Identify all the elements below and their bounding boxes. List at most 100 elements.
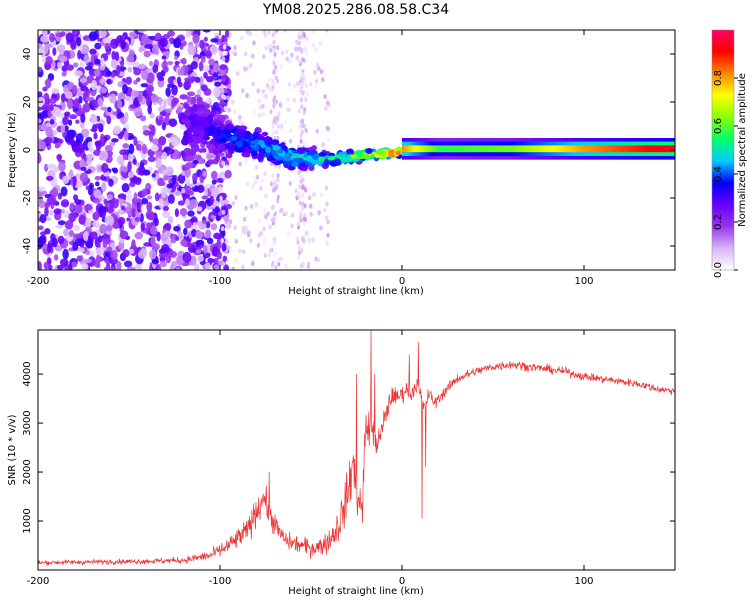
spectrogram-cell bbox=[49, 103, 54, 112]
spectrogram-cell bbox=[272, 97, 276, 103]
snr-y-label: SNR (10 * v/v) bbox=[7, 414, 18, 485]
spectrogram-cell bbox=[443, 145, 447, 153]
spectrogram-cell bbox=[128, 171, 135, 178]
spectrogram-cell bbox=[243, 130, 251, 136]
spectrogram-cell bbox=[72, 175, 77, 187]
spectrogram-cell bbox=[134, 177, 142, 186]
spectrogram-cell bbox=[611, 145, 614, 153]
spectrogram-cell bbox=[660, 145, 663, 153]
spectrogram-cell bbox=[442, 145, 445, 153]
spectrogram-cell bbox=[206, 143, 215, 150]
spectrogram-cell bbox=[290, 52, 294, 58]
spectrogram-cell bbox=[38, 225, 44, 231]
spectrogram-cell bbox=[264, 135, 271, 144]
spectrogram-cell bbox=[558, 145, 561, 153]
spectrogram-cell bbox=[625, 145, 629, 153]
spectrogram-cell bbox=[177, 231, 183, 240]
spectrogram-cell bbox=[187, 45, 197, 56]
spectrogram-cell bbox=[305, 36, 309, 42]
spectrogram-cell bbox=[128, 248, 135, 255]
spectrogram-cell bbox=[118, 71, 126, 77]
spectrogram-cell bbox=[182, 251, 192, 263]
spectrogram-cell bbox=[311, 237, 315, 243]
spectrogram-cell bbox=[256, 88, 260, 94]
spectrogram-cell bbox=[162, 205, 169, 212]
spectrogram-cell bbox=[95, 254, 101, 264]
spectrogram-cell bbox=[653, 145, 656, 153]
spectrogram-cell bbox=[132, 158, 137, 165]
spectrogram-cell bbox=[206, 237, 214, 245]
spectrogram-cell bbox=[189, 218, 197, 223]
spectrogram-cell bbox=[411, 145, 414, 153]
spectrogram-cell bbox=[159, 37, 168, 48]
spectrogram-cell bbox=[298, 250, 302, 256]
spectrogram-cell bbox=[186, 96, 193, 103]
spectrogram-cell bbox=[99, 223, 107, 235]
spectrogram-cell bbox=[260, 93, 265, 99]
spectrogram-cell bbox=[569, 145, 572, 153]
spectrogram-cell bbox=[39, 214, 47, 224]
spectrogram-cell bbox=[267, 30, 271, 36]
spectrogram-cell bbox=[90, 79, 98, 91]
spectrogram-cell bbox=[240, 125, 248, 131]
spectrogram-cell bbox=[83, 54, 90, 64]
spectrogram-cell bbox=[71, 84, 78, 95]
spectrogram-cell bbox=[192, 159, 199, 165]
colorbar-tick-label: 0.2 bbox=[713, 214, 724, 230]
spectrogram-cell bbox=[246, 232, 251, 238]
spectrogram-cell bbox=[219, 64, 228, 71]
spectrogram-cell bbox=[185, 177, 190, 187]
spectrogram-cell bbox=[634, 145, 638, 153]
spectrogram-cell bbox=[140, 115, 147, 122]
spectrogram-cell bbox=[75, 133, 84, 144]
spectrogram-cell bbox=[251, 150, 257, 157]
spectrogram-cell bbox=[264, 214, 268, 220]
spectrogram-cell bbox=[300, 129, 304, 135]
spectrogram-cell bbox=[205, 97, 211, 104]
spectrogram-cell bbox=[99, 86, 108, 94]
spectrogram-cell bbox=[258, 185, 263, 191]
spectrogram-cell bbox=[181, 187, 186, 194]
spectrogram-cell bbox=[283, 208, 287, 214]
spectrogram-cell bbox=[105, 224, 113, 232]
spectrogram-cell bbox=[116, 155, 125, 165]
spectrogram-cell bbox=[165, 87, 171, 97]
spectrogram-cell bbox=[152, 64, 159, 74]
colorbar-ticks: 0.00.20.40.60.8 bbox=[713, 70, 738, 278]
spectrogram-cell bbox=[133, 68, 142, 76]
spectrogram-cell bbox=[43, 261, 49, 270]
spectrogram-cell bbox=[298, 200, 302, 206]
spectrogram-cell bbox=[527, 145, 530, 153]
spectrogram-cell bbox=[467, 145, 470, 153]
spectrogram-cell bbox=[232, 109, 237, 115]
spectrogram-cell bbox=[305, 91, 310, 97]
spectrogram-cell bbox=[565, 145, 568, 153]
spectrogram-cell bbox=[553, 145, 556, 153]
spectrogram-cell bbox=[177, 200, 185, 206]
spectrogram-cell bbox=[72, 30, 79, 36]
spectrogram-cell bbox=[113, 198, 119, 204]
spectrogram-cell bbox=[498, 145, 501, 153]
spectrogram-cell bbox=[122, 143, 129, 149]
spectrogram-cell bbox=[438, 145, 441, 153]
spectrogram-cell bbox=[308, 203, 313, 209]
spectrogram-cell bbox=[67, 82, 73, 90]
spectrogram-cell bbox=[94, 42, 102, 50]
spectrogram-cell bbox=[613, 145, 616, 153]
spectrogram-cell bbox=[324, 215, 329, 221]
spectrogram-cell bbox=[493, 145, 496, 153]
spectrogram-cell bbox=[213, 264, 221, 270]
spectrogram-cell bbox=[529, 145, 532, 153]
spectrogram-cell bbox=[598, 145, 601, 153]
spectrogram-cell bbox=[101, 182, 107, 193]
spectrogram-cell bbox=[212, 128, 218, 135]
spectrogram-cell bbox=[57, 138, 64, 144]
spectrogram-cell bbox=[149, 60, 154, 67]
spectrogram-cell bbox=[123, 260, 133, 268]
spectrogram-cell bbox=[95, 140, 102, 151]
spectrogram-cell bbox=[317, 156, 325, 162]
spectrogram-cell bbox=[69, 114, 78, 120]
spectrogram-cell bbox=[235, 132, 244, 141]
spectrogram-cell bbox=[511, 145, 514, 153]
spectrogram-cell bbox=[107, 106, 112, 113]
